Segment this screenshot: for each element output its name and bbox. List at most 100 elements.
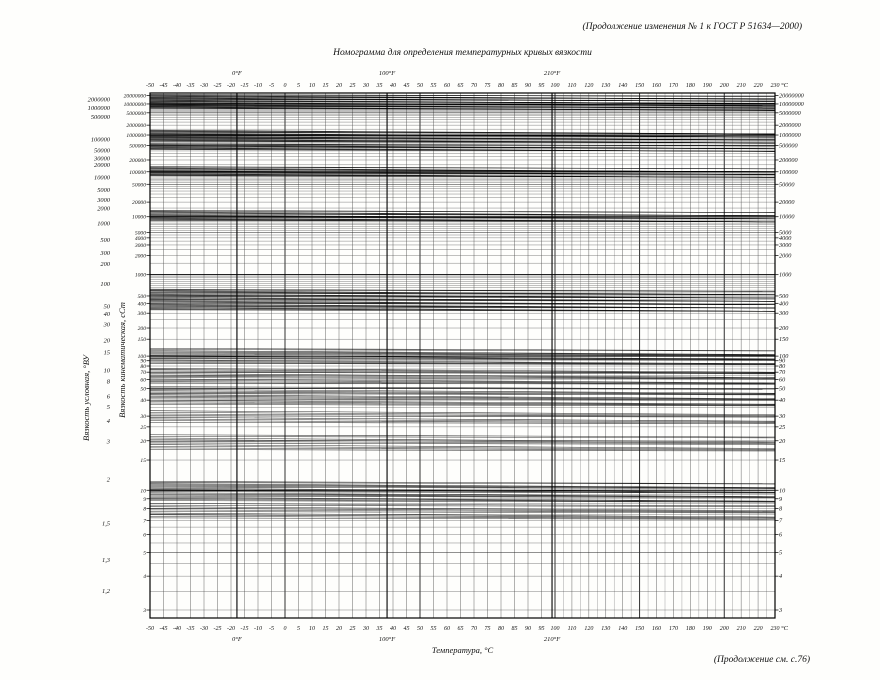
- fahrenheit-label-top: 0°F: [232, 70, 243, 77]
- y-tick-label-vu: 8: [107, 378, 111, 385]
- x-unit-label-top: °C: [781, 82, 789, 89]
- x-tick-label-bottom: 150: [635, 626, 644, 632]
- y-tick-label-cst-right: 1000000: [779, 132, 802, 139]
- y-tick-label-cst-right: 20000000: [779, 92, 805, 99]
- y-tick-label-vu: 5000: [97, 187, 111, 194]
- x-tick-label-bottom: 25: [350, 626, 356, 632]
- y-tick-label-vu: 6: [107, 394, 111, 401]
- y-tick-label-cst-left: 2000000: [126, 123, 146, 129]
- x-tick-label-bottom: 170: [669, 626, 678, 632]
- y-labels-conditional-outer: 2000000100000050000010000050000300002000…: [88, 96, 111, 595]
- y-tick-label-cst-right: 4: [779, 573, 782, 580]
- y-tick-label-vu: 500000: [91, 114, 111, 121]
- grid-vertical-lines: [149, 93, 776, 618]
- y-tick-label-cst-right: 100000: [779, 169, 798, 176]
- y-labels-kinematic-left: 20000000 10000000 5000000 2000000 1000000 500…: [124, 93, 147, 614]
- y-tick-label-cst-left: 1000000: [126, 133, 146, 139]
- x-tick-label-bottom: 0: [284, 626, 287, 632]
- y-tick-label-cst-left: 50000: [132, 182, 146, 188]
- y-tick-label-vu: 30: [103, 322, 111, 329]
- x-tick-label-bottom: 5: [297, 626, 300, 632]
- x-tick-label-top: 210: [737, 83, 746, 89]
- y-tick-label-cst-left: 20000000: [124, 93, 147, 99]
- x-tick-label-bottom: 15: [323, 626, 329, 632]
- y-tick-label-vu: 2: [107, 477, 111, 484]
- x-tick-label-top: 25: [350, 83, 356, 89]
- fahrenheit-reference-lines: [236, 93, 553, 618]
- y-tick-label-cst-right: 2000: [779, 252, 792, 259]
- y-tick-label-vu: 3: [106, 438, 110, 445]
- x-tick-label-bottom: 220: [754, 626, 763, 632]
- y-tick-label-cst-left: 500: [138, 294, 147, 300]
- x-tick-label-top: -50: [146, 83, 154, 89]
- y-tick-label-cst-left: 4000: [135, 236, 146, 242]
- y-tick-label-cst-right: 200: [779, 325, 789, 332]
- y-tick-label-cst-left: 40: [140, 398, 146, 404]
- y-tick-label-cst-left: 30: [139, 414, 146, 420]
- y-tick-label-vu: 3000: [96, 197, 111, 204]
- fahrenheit-label-bottom: 210°F: [544, 636, 561, 643]
- y-tick-label-vu: 20: [104, 337, 111, 344]
- x-tick-label-bottom: 190: [703, 626, 712, 632]
- x-tick-label-top: 190: [703, 83, 712, 89]
- x-tick-label-top: 10: [309, 83, 315, 89]
- x-axis-title: Температура, °С: [431, 645, 494, 655]
- y-tick-label-cst-right: 10: [779, 487, 786, 494]
- y-tick-label-vu: 2000000: [88, 96, 111, 103]
- y-tick-label-cst-left: 4: [143, 574, 146, 580]
- y-tick-label-cst-right: 6: [779, 532, 783, 539]
- x-tick-label-top: 180: [686, 83, 695, 89]
- y-tick-label-vu: 50000: [94, 147, 111, 154]
- x-tick-label-top: 170: [669, 83, 678, 89]
- x-tick-label-top: 15: [323, 83, 329, 89]
- y-tick-label-cst-left: 3000: [134, 243, 146, 249]
- y-tick-label-cst-right: 30: [778, 413, 786, 420]
- y-tick-label-vu: 10: [104, 368, 111, 375]
- x-tick-label-top: -45: [160, 82, 168, 89]
- x-tick-label-top: 20: [336, 83, 342, 89]
- y-tick-label-vu: 2000: [97, 206, 111, 213]
- y-tick-label-cst-right: 40: [779, 397, 786, 404]
- x-tick-label-top: 140: [618, 82, 627, 89]
- x-tick-label-bottom: 75: [485, 626, 491, 632]
- y-tick-label-cst-right: 1000: [779, 272, 792, 279]
- x-tick-label-top: -10: [254, 83, 262, 89]
- x-tick-label-top: -20: [227, 83, 235, 89]
- x-tick-label-bottom: -20: [227, 626, 235, 632]
- y-tick-label-cst-right: 60: [779, 377, 786, 384]
- chart-title: Номограмма для определения температурных…: [333, 48, 592, 58]
- x-tick-label-top: 160: [652, 83, 661, 89]
- x-tick-label-bottom: -35: [187, 626, 195, 632]
- x-tick-label-top: 220: [754, 83, 763, 89]
- x-tick-label-bottom: 210: [737, 626, 746, 632]
- x-tick-label-bottom: 130: [601, 626, 610, 632]
- x-tick-label-top: 95: [539, 83, 545, 89]
- x-tick-label-top: -25: [214, 83, 222, 89]
- y-tick-label-cst-left: 80: [140, 364, 146, 370]
- y-tick-label-cst-right: 25: [779, 424, 785, 431]
- y-tick-label-cst-right: 500: [779, 293, 789, 300]
- y-tick-label-vu: 50: [104, 303, 111, 310]
- x-tick-label-bottom: 60: [444, 626, 450, 632]
- y-tick-label-cst-left: 100: [138, 354, 147, 360]
- x-tick-label-top: 90: [525, 83, 531, 89]
- y-tick-label-cst-left: 90: [140, 359, 146, 365]
- y-tick-label-vu: 300: [99, 250, 110, 257]
- y-tick-label-cst-right: 150: [779, 336, 789, 343]
- y-axis-tick-marks: [146, 95, 779, 611]
- y-tick-label-cst-right: 400: [779, 300, 789, 307]
- fahrenheit-label-bottom: 0°F: [232, 636, 243, 643]
- x-tick-label-top: 130: [601, 83, 610, 89]
- y-tick-label-cst-left: 500000: [129, 143, 146, 149]
- x-tick-label-bottom: 120: [584, 626, 593, 632]
- y-tick-label-cst-right: 2000000: [779, 122, 802, 129]
- x-unit-label-bottom: °C: [781, 625, 789, 632]
- y-tick-label-vu: 30000: [93, 155, 111, 162]
- y-tick-label-cst-left: 70: [140, 370, 146, 376]
- x-tick-label-bottom: 70: [471, 626, 477, 632]
- y-axis-title-kinematic-viscosity: Вязкость кинематическая, сСт: [117, 302, 127, 418]
- y-tick-label-cst-right: 3000: [778, 242, 792, 249]
- x-tick-label-bottom: 40: [390, 625, 396, 632]
- fahrenheit-label-top: 100°F: [379, 70, 396, 77]
